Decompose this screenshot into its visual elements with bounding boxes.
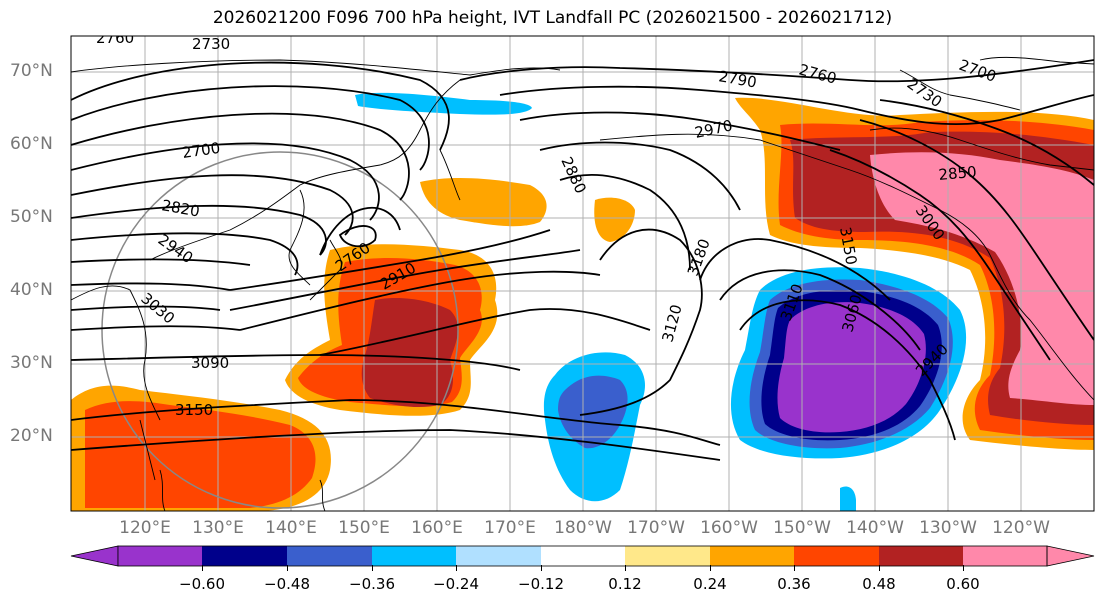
colorbar-segment <box>625 546 710 566</box>
colorbar-segment <box>794 546 879 566</box>
colorbar-tick-label: −0.36 <box>349 575 395 593</box>
contour-label: 2850 <box>938 163 978 184</box>
lat-label: 20°N <box>10 426 53 446</box>
lat-label: 40°N <box>10 280 53 300</box>
colorbar-extend-left <box>70 545 119 567</box>
lon-label: 130°W <box>919 518 977 538</box>
colorbar-tick <box>287 565 288 571</box>
colorbar-tick-label: −0.48 <box>264 575 310 593</box>
contour-label: 2760 <box>96 29 134 47</box>
colorbar-tick <box>963 565 964 571</box>
colorbar-tick <box>710 565 711 571</box>
lat-label: 60°N <box>10 134 53 154</box>
colorbar-tick-label: 0.24 <box>693 575 727 593</box>
map-frame <box>70 35 1095 512</box>
colorbar-tick <box>202 565 203 571</box>
colorbar-tick <box>541 565 542 571</box>
colorbar-tick <box>625 565 626 571</box>
lon-label: 120°W <box>992 518 1050 538</box>
colorbar-segment <box>202 546 287 566</box>
lon-label: 140°E <box>265 518 317 538</box>
colorbar-tick <box>372 565 373 571</box>
lon-label: 170°W <box>627 518 685 538</box>
colorbar-segment <box>541 546 625 566</box>
lon-label: 140°W <box>846 518 904 538</box>
colorbar-tick-label: −0.12 <box>518 575 564 593</box>
colorbar-segment <box>372 546 456 566</box>
chart-title: 2026021200 F096 700 hPa height, IVT Land… <box>212 8 893 28</box>
colorbar-segment <box>456 546 541 566</box>
colorbar-tick-label: −0.60 <box>179 575 225 593</box>
lon-label: 160°E <box>411 518 463 538</box>
colorbar-segment <box>963 546 1047 566</box>
contour-label: 2700 <box>181 139 221 162</box>
lon-label: 180°W <box>554 518 612 538</box>
colorbar-segment <box>118 546 202 566</box>
lat-label: 30°N <box>10 353 53 373</box>
colorbar-tick-label: 0.60 <box>946 575 980 593</box>
colorbar-segment <box>879 546 963 566</box>
colorbar-tick-label: 0.12 <box>608 575 642 593</box>
ivt-positive-west-pacific <box>71 178 635 511</box>
colorbar-tick-label: 0.48 <box>862 575 896 593</box>
lon-label: 170°E <box>484 518 536 538</box>
colorbar-tick <box>794 565 795 571</box>
lon-label: 150°E <box>338 518 390 538</box>
ivt-negative-central-pacific <box>355 92 967 511</box>
colorbar-segment <box>287 546 372 566</box>
colorbar-tick <box>879 565 880 571</box>
colorbar-frame <box>117 545 1048 567</box>
colorbar-tick-label: −0.24 <box>433 575 479 593</box>
lat-label: 50°N <box>10 207 53 227</box>
colorbar-segment <box>710 546 794 566</box>
lat-label: 70°N <box>10 61 53 81</box>
landfall-region-circle <box>101 151 459 509</box>
contour-label: 2730 <box>192 35 230 53</box>
lon-label: 120°E <box>119 518 171 538</box>
lon-label: 160°W <box>700 518 758 538</box>
lon-label: 150°W <box>773 518 831 538</box>
lon-label: 130°E <box>192 518 244 538</box>
colorbar-tick <box>456 565 457 571</box>
contour-label: 3150 <box>175 401 213 419</box>
contour-label: 3090 <box>191 354 229 372</box>
colorbar-extend-right <box>1046 545 1095 567</box>
height-contours <box>71 59 1094 461</box>
colorbar <box>70 545 1095 567</box>
colorbar-tick-label: 0.36 <box>777 575 811 593</box>
